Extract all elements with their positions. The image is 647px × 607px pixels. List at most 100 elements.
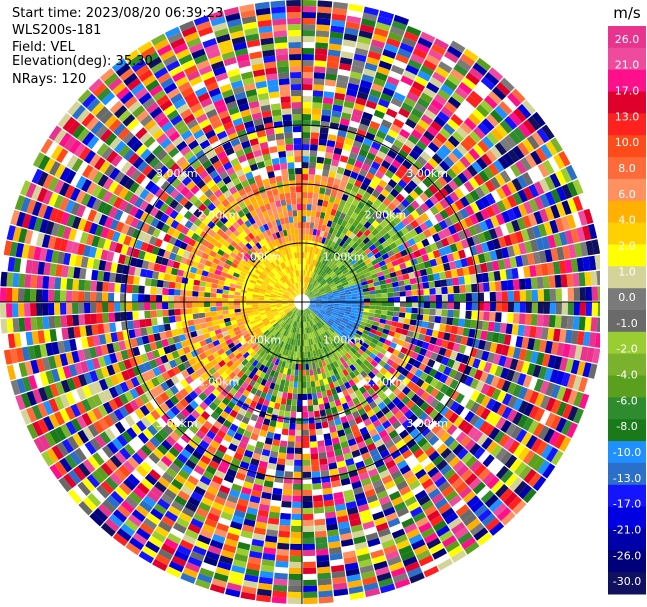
range-gate: [469, 245, 478, 256]
range-gate: [341, 207, 349, 215]
range-gate: [286, 343, 291, 351]
range-gate: [259, 350, 266, 357]
range-gate: [424, 405, 435, 416]
range-gate: [478, 170, 490, 183]
range-gate: [333, 331, 340, 338]
range-gate: [91, 269, 99, 281]
range-gate: [431, 153, 443, 165]
range-gate: [438, 187, 449, 198]
range-gate: [342, 39, 357, 48]
range-gate: [293, 351, 297, 358]
range-gate: [140, 353, 149, 363]
range-gate: [95, 124, 109, 139]
range-gate: [421, 478, 434, 490]
range-gate: [230, 521, 243, 530]
range-gate: [363, 68, 376, 78]
range-gate: [315, 316, 321, 322]
range-gate: [339, 239, 346, 247]
range-gate: [361, 111, 373, 121]
range-gate: [394, 154, 405, 164]
range-gate: [135, 127, 148, 140]
range-gate: [126, 246, 135, 257]
range-gate: [217, 561, 232, 571]
range-gate: [45, 342, 54, 357]
range-gate: [302, 5, 317, 13]
range-gate: [154, 357, 164, 367]
range-gate: [370, 236, 378, 244]
range-gate: [313, 72, 326, 80]
range-gate: [411, 539, 426, 550]
range-gate: [132, 365, 142, 376]
range-gate: [511, 267, 519, 279]
range-gate: [212, 533, 226, 544]
range-gate: [348, 239, 356, 247]
range-gate: [309, 150, 318, 157]
range-gate: [331, 437, 340, 445]
range-gate: [368, 194, 377, 203]
range-gate: [314, 292, 320, 296]
range-gate: [287, 311, 293, 317]
range-gate: [338, 371, 345, 379]
range-gate: [190, 491, 203, 502]
range-gate: [129, 257, 138, 267]
range-gate: [160, 493, 174, 505]
range-gate: [469, 522, 485, 536]
range-gate: [314, 307, 321, 311]
range-gate: [6, 272, 14, 287]
range-gate: [333, 258, 340, 265]
range-gate: [336, 191, 344, 200]
range-gate: [454, 259, 463, 269]
range-gate: [528, 198, 539, 213]
range-gate: [138, 294, 145, 302]
range-gate: [174, 495, 187, 507]
range-gate: [309, 299, 316, 302]
range-gate: [432, 548, 447, 560]
range-gate: [437, 176, 448, 187]
range-gate: [267, 326, 274, 332]
range-gate: [541, 124, 555, 140]
range-gate: [230, 396, 239, 405]
range-gate: [304, 282, 307, 289]
range-gate: [215, 355, 223, 364]
range-gate: [225, 367, 233, 376]
range-gate: [204, 234, 213, 243]
range-gate: [328, 318, 335, 323]
range-gate: [147, 261, 155, 271]
range-gate: [292, 320, 296, 327]
range-gate: [546, 262, 555, 275]
range-gate: [527, 420, 539, 434]
range-gate: [310, 381, 316, 388]
range-gate: [362, 137, 373, 147]
range-gate: [265, 322, 272, 328]
range-gate: [376, 271, 384, 277]
range-gate: [307, 291, 312, 297]
range-gate: [537, 459, 551, 475]
range-gate: [355, 268, 363, 274]
range-gate: [360, 515, 374, 524]
range-gate: [293, 339, 297, 346]
range-gate: [346, 573, 361, 583]
range-gate: [533, 338, 541, 352]
range-gate: [302, 234, 306, 241]
range-gate: [248, 371, 256, 380]
range-gate: [3, 240, 13, 256]
range-gate: [280, 397, 287, 405]
range-gate: [413, 544, 429, 556]
range-gate: [216, 384, 225, 393]
range-gate: [223, 474, 235, 484]
range-gate: [98, 378, 109, 391]
range-gate: [306, 315, 310, 321]
range-gate: [473, 173, 485, 186]
range-gate: [337, 74, 349, 83]
range-gate: [506, 245, 515, 258]
range-gate: [73, 267, 81, 279]
range-gate: [91, 357, 101, 370]
range-gate: [538, 339, 547, 353]
range-gate: [22, 376, 32, 392]
range-gate: [420, 499, 434, 512]
range-gate: [228, 576, 243, 586]
range-gate: [454, 404, 465, 416]
range-gate: [327, 419, 336, 428]
range-gate: [283, 294, 289, 298]
range-gate: [146, 225, 156, 236]
